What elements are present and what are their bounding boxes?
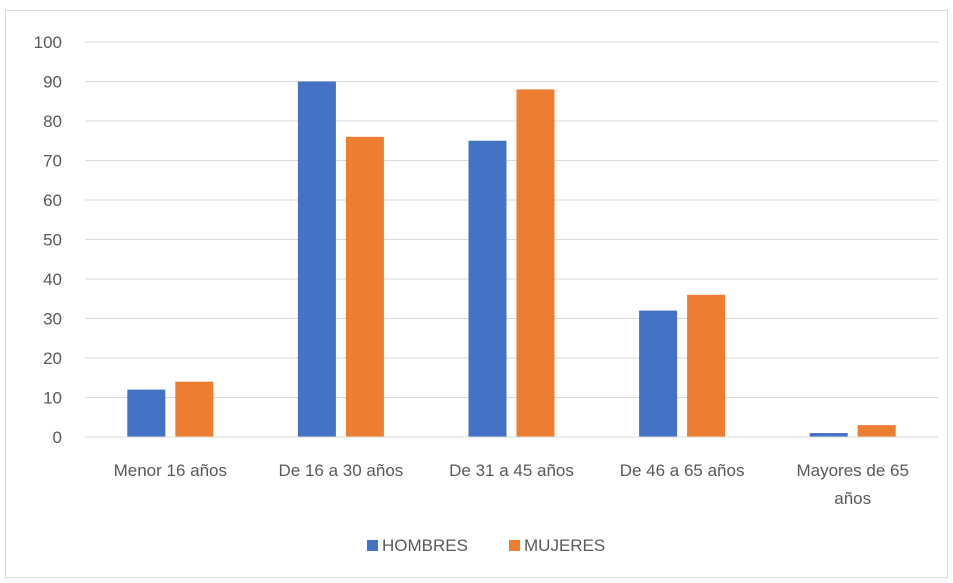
y-tick-label: 20 [43,349,62,368]
y-tick-label: 0 [53,428,62,447]
y-tick-label: 100 [34,33,62,52]
legend-swatch-mujeres [509,540,520,551]
x-category-label: años [834,489,871,508]
bar-hombres-3 [639,310,678,437]
x-category-label: De 46 a 65 años [620,461,745,480]
x-category-label: De 16 a 30 años [279,461,404,480]
legend: HOMBRES MUJERES [367,536,605,555]
legend-label-hombres: HOMBRES [382,536,468,555]
legend-swatch-hombres [367,540,378,551]
bar-mujeres-4 [857,425,896,437]
y-tick-label: 50 [43,231,62,250]
y-axis-tick-labels: 0 10 20 30 40 50 60 70 80 90 100 [34,33,62,447]
bar-mujeres-3 [687,294,726,437]
x-category-label: De 31 a 45 años [449,461,574,480]
bar-hombres-2 [468,140,507,437]
x-category-label: Mayores de 65 [796,461,908,480]
y-tick-label: 80 [43,112,62,131]
x-category-label: Menor 16 años [114,461,227,480]
bar-mujeres-0 [175,381,214,437]
y-tick-label: 60 [43,191,62,210]
legend-label-mujeres: MUJERES [524,536,605,555]
y-tick-label: 70 [43,152,62,171]
bar-mujeres-1 [345,136,384,438]
y-tick-label: 40 [43,270,62,289]
bar-hombres-4 [809,433,848,437]
gridlines [85,41,938,398]
bars [127,81,896,438]
x-axis-category-labels: Menor 16 años De 16 a 30 años De 31 a 45 a… [114,461,909,508]
y-tick-label: 10 [43,389,62,408]
bar-hombres-0 [127,389,166,437]
bar-mujeres-2 [516,89,555,438]
y-tick-label: 30 [43,310,62,329]
bar-hombres-1 [297,81,336,437]
y-tick-label: 90 [43,73,62,92]
